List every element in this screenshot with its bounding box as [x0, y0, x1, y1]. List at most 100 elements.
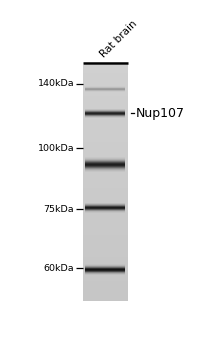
Bar	[83, 299, 127, 300]
Bar	[83, 212, 127, 213]
Bar	[83, 234, 127, 235]
Bar	[83, 226, 127, 227]
Bar	[83, 295, 127, 296]
Bar	[83, 167, 127, 168]
Bar	[83, 232, 127, 233]
Bar	[83, 183, 127, 184]
Bar	[83, 278, 127, 279]
Bar	[83, 77, 127, 78]
Bar	[83, 91, 127, 92]
Bar	[83, 87, 127, 88]
Bar	[83, 196, 127, 197]
Bar	[83, 281, 127, 282]
Bar	[83, 110, 127, 111]
Bar	[83, 245, 127, 246]
Bar	[83, 92, 127, 93]
Bar	[83, 251, 127, 252]
Bar	[83, 287, 127, 288]
Bar	[83, 199, 127, 200]
Bar	[83, 126, 127, 127]
Text: 140kDa: 140kDa	[38, 79, 74, 88]
Bar	[83, 160, 127, 161]
Bar	[83, 93, 127, 94]
Bar	[83, 144, 127, 145]
Bar	[83, 72, 127, 73]
Bar	[83, 275, 127, 276]
Bar	[83, 191, 127, 192]
Bar	[83, 269, 127, 270]
Bar	[83, 151, 127, 152]
Bar	[83, 202, 127, 203]
Bar	[83, 268, 127, 269]
Bar	[83, 197, 127, 198]
Bar	[83, 79, 127, 80]
Bar	[83, 83, 127, 84]
Bar	[83, 124, 127, 125]
Bar	[83, 112, 127, 113]
Bar	[83, 225, 127, 226]
Bar	[83, 256, 127, 257]
Bar	[83, 146, 127, 147]
Bar	[83, 121, 127, 122]
Bar	[83, 115, 127, 116]
Bar	[83, 249, 127, 250]
Bar	[83, 265, 127, 266]
Bar	[83, 218, 127, 219]
Bar	[83, 88, 127, 89]
Bar	[83, 208, 127, 209]
Bar	[83, 99, 127, 100]
Bar	[83, 137, 127, 138]
Bar	[83, 165, 127, 166]
Bar	[83, 277, 127, 278]
Bar	[83, 153, 127, 154]
Bar	[83, 152, 127, 153]
Bar	[83, 113, 127, 114]
Bar	[83, 267, 127, 268]
Bar	[83, 172, 127, 173]
Bar	[83, 111, 127, 112]
Bar	[83, 296, 127, 297]
Bar	[83, 140, 127, 141]
Bar	[83, 214, 127, 215]
Bar	[83, 181, 127, 182]
Bar	[83, 106, 127, 107]
Bar	[83, 131, 127, 132]
Bar	[83, 238, 127, 239]
Bar	[83, 98, 127, 99]
Text: 75kDa: 75kDa	[44, 205, 74, 214]
Bar	[83, 116, 127, 117]
Bar	[83, 174, 127, 175]
Bar	[83, 280, 127, 281]
Bar	[83, 145, 127, 146]
Bar	[83, 75, 127, 76]
Bar	[83, 257, 127, 258]
Bar	[83, 123, 127, 124]
Bar	[83, 198, 127, 199]
Bar	[83, 161, 127, 162]
Bar	[83, 139, 127, 140]
Bar	[83, 68, 127, 69]
Bar	[83, 282, 127, 283]
Bar	[83, 203, 127, 204]
Bar	[83, 228, 127, 229]
Bar	[83, 239, 127, 240]
Bar	[83, 96, 127, 97]
Bar	[83, 243, 127, 244]
Bar	[83, 127, 127, 128]
Bar	[83, 104, 127, 105]
Bar	[83, 118, 127, 119]
Bar	[83, 168, 127, 169]
Bar	[83, 86, 127, 87]
Bar	[83, 230, 127, 231]
Bar	[83, 157, 127, 158]
Bar	[83, 242, 127, 243]
Bar	[83, 70, 127, 71]
Text: 100kDa: 100kDa	[38, 144, 74, 153]
Bar	[83, 271, 127, 272]
Bar	[83, 180, 127, 181]
Bar	[83, 204, 127, 205]
Bar	[83, 288, 127, 289]
Bar	[83, 89, 127, 90]
Bar	[83, 188, 127, 189]
Bar	[83, 178, 127, 179]
